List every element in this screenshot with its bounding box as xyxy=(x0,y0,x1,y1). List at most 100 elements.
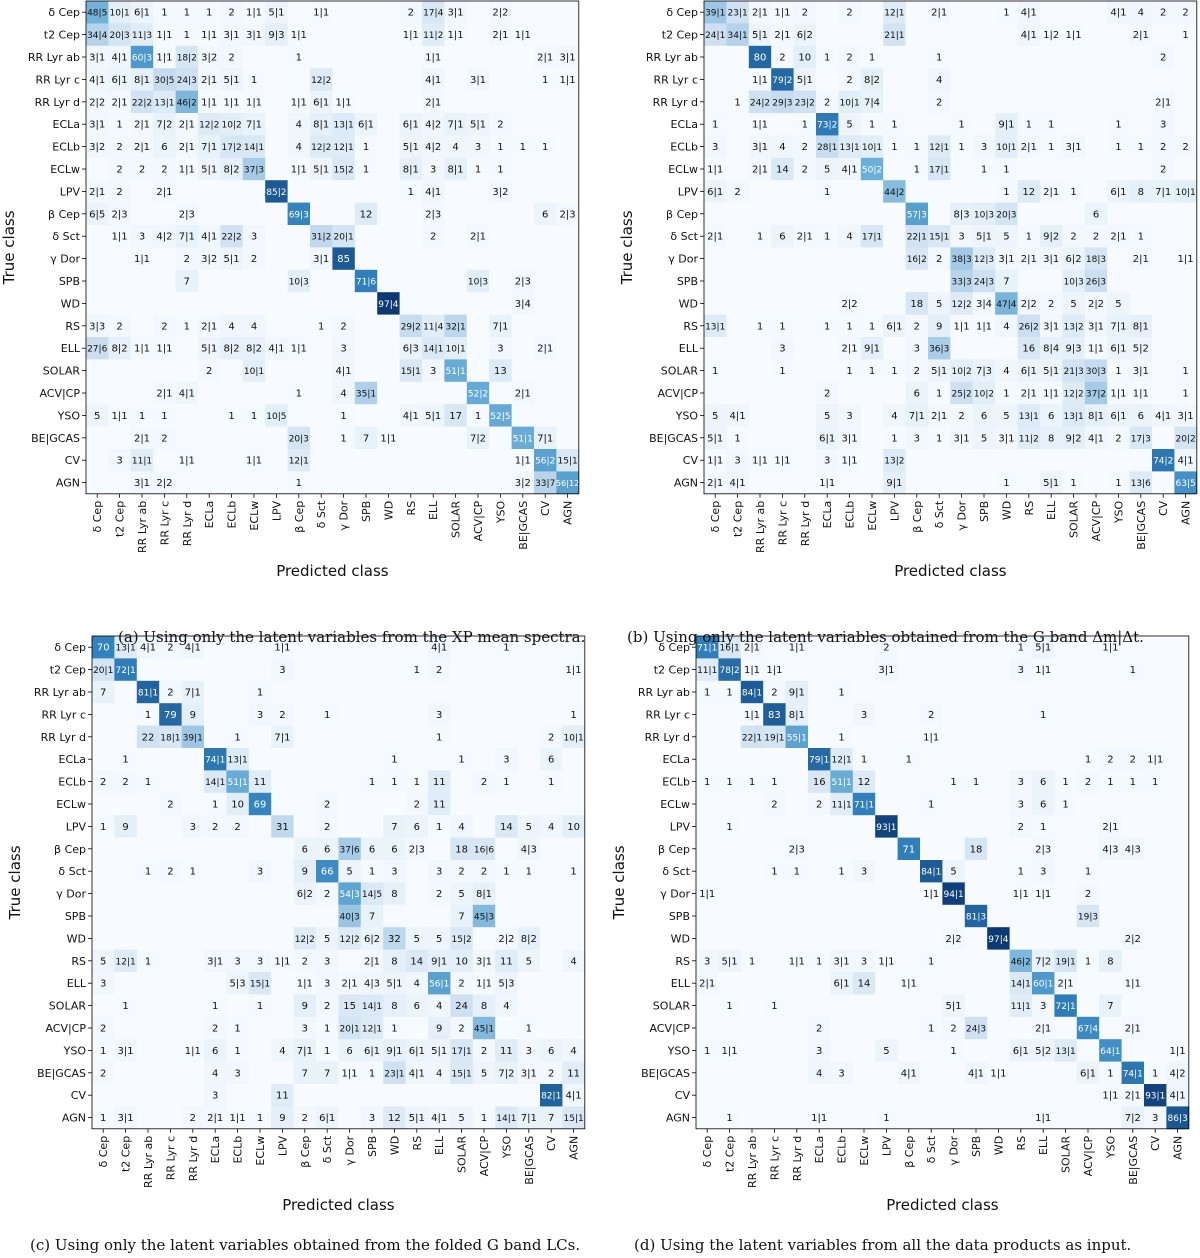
cell-value-label: 20|2 xyxy=(1175,434,1195,444)
x-tick-label: ECLw xyxy=(248,501,261,531)
matrix-cell xyxy=(740,1106,764,1130)
cell-value-label: 3|1 xyxy=(134,478,150,489)
matrix-cell xyxy=(159,904,182,928)
matrix-cell xyxy=(175,68,199,91)
matrix-cell xyxy=(226,680,250,704)
cell-value-label: 2 xyxy=(167,643,173,654)
matrix-cell xyxy=(422,90,445,114)
matrix-cell xyxy=(838,45,862,69)
cell-value-label: 13|6 xyxy=(1131,479,1151,489)
matrix-cell xyxy=(928,471,951,495)
cell-value-label: 7|1 xyxy=(1155,187,1171,198)
matrix-cell xyxy=(428,658,451,682)
matrix-cell xyxy=(964,1084,988,1107)
matrix-cell xyxy=(928,225,951,248)
cell-value-label: 1|1 xyxy=(774,456,790,467)
matrix-cell xyxy=(354,68,378,91)
matrix-cell xyxy=(1017,202,1041,226)
matrix-cell xyxy=(852,927,876,950)
y-tick-label: SPB xyxy=(669,910,690,923)
cell-value-label: 2 xyxy=(1160,8,1166,19)
cell-value-label: 22|2 xyxy=(221,233,241,243)
matrix-cell xyxy=(444,45,468,69)
matrix-cell xyxy=(928,269,951,293)
cell-value-label: 4|1 xyxy=(901,1068,917,1079)
matrix-cell xyxy=(422,45,445,69)
matrix-cell xyxy=(562,748,586,771)
cell-value-label: 11|1 xyxy=(697,666,717,676)
matrix-cell xyxy=(534,269,557,293)
matrix-cell xyxy=(220,381,244,405)
matrix-cell xyxy=(972,314,996,338)
matrix-cell xyxy=(718,1016,742,1040)
matrix-cell xyxy=(354,202,378,226)
cell-value-label: 8|1 xyxy=(476,889,492,900)
matrix-cell xyxy=(1084,269,1108,293)
cell-value-label: 6|1 xyxy=(313,97,329,108)
matrix-cell xyxy=(1121,904,1145,928)
matrix-cell xyxy=(316,658,339,682)
matrix-cell xyxy=(220,404,244,427)
matrix-cell xyxy=(540,680,563,704)
cell-value-label: 1 xyxy=(296,389,302,400)
cell-value-label: 2 xyxy=(324,889,330,900)
matrix-cell xyxy=(271,725,294,749)
cell-value-label: 34|4 xyxy=(87,31,107,41)
matrix-cell xyxy=(1129,1,1153,24)
matrix-cell xyxy=(175,202,199,226)
cell-value-label: 1 xyxy=(928,956,934,967)
cell-value-label: 3|1 xyxy=(118,1046,134,1057)
matrix-cell xyxy=(1144,904,1167,928)
cell-value-label: 3 xyxy=(430,366,436,377)
cell-value-label: 24 xyxy=(455,1001,468,1012)
matrix-cell xyxy=(1084,1,1108,24)
matrix-cell xyxy=(316,1084,339,1107)
cell-value-label: 1 xyxy=(757,321,763,332)
matrix-cell xyxy=(310,225,333,248)
matrix-cell xyxy=(920,1084,943,1107)
matrix-cell xyxy=(704,381,727,405)
matrix-cell xyxy=(517,658,541,682)
cell-value-label: 1 xyxy=(771,777,777,788)
matrix-cell xyxy=(495,680,518,704)
y-tick-label: SOLAR xyxy=(49,1000,87,1013)
cell-value-label: 3|2 xyxy=(515,478,531,489)
matrix-cell xyxy=(489,449,512,472)
cell-value-label: 69 xyxy=(254,800,267,811)
matrix-cell xyxy=(928,180,951,203)
matrix-cell xyxy=(287,90,311,114)
matrix-cell xyxy=(248,792,272,816)
matrix-cell xyxy=(1174,449,1198,472)
matrix-cell xyxy=(198,180,221,203)
matrix-cell xyxy=(422,180,445,203)
matrix-cell xyxy=(816,404,839,427)
matrix-cell xyxy=(1084,381,1108,405)
matrix-cell xyxy=(726,90,750,114)
y-tick-label: δ Sct xyxy=(58,865,86,878)
matrix-cell xyxy=(422,426,445,450)
matrix-cell xyxy=(987,882,1010,906)
matrix-cell xyxy=(287,337,311,360)
matrix-cell xyxy=(1174,202,1198,226)
matrix-cell xyxy=(704,449,727,472)
cell-value-label: 2 xyxy=(1093,232,1099,243)
matrix-cell xyxy=(987,1106,1010,1130)
matrix-cell xyxy=(1152,157,1175,181)
matrix-cell xyxy=(175,225,199,248)
matrix-cell xyxy=(852,1084,876,1107)
matrix-cell xyxy=(1009,927,1033,950)
matrix-cell xyxy=(785,1084,809,1107)
matrix-cell xyxy=(534,90,557,114)
y-tick-label: ELL xyxy=(679,342,699,355)
matrix-cell xyxy=(905,359,929,383)
matrix-cell xyxy=(950,471,974,495)
matrix-cell xyxy=(405,725,429,749)
matrix-cell xyxy=(198,359,221,383)
matrix-cell xyxy=(562,904,586,928)
cell-value-label: 2 xyxy=(824,389,830,400)
matrix-cell xyxy=(472,703,496,726)
matrix-cell xyxy=(905,471,929,495)
cell-value-label: 3 xyxy=(436,867,442,878)
matrix-cell xyxy=(383,725,406,749)
matrix-cell xyxy=(130,359,154,383)
